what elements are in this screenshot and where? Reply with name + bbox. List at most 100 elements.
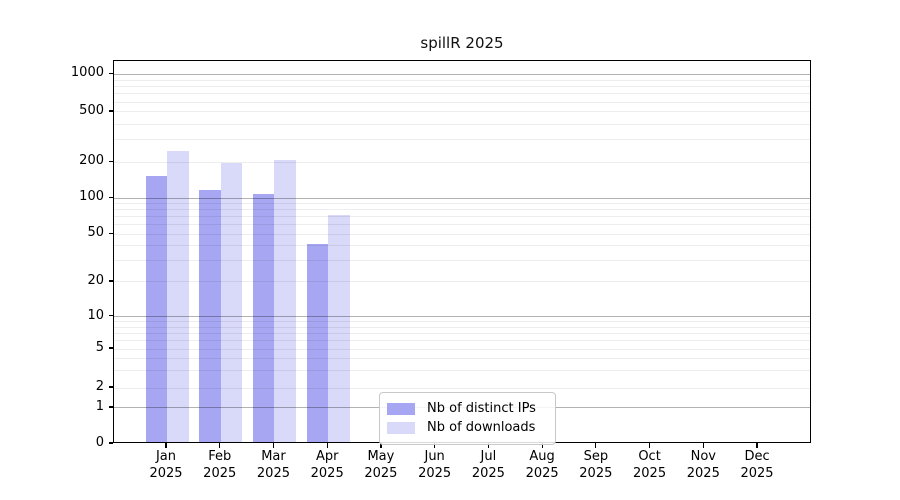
- gridline-minor: [114, 161, 810, 163]
- x-tick-month: Jan: [155, 449, 177, 464]
- gridline-minor: [114, 332, 810, 334]
- x-tick-year: 2025: [633, 465, 667, 481]
- y-tick-label: 5: [95, 340, 104, 356]
- gridline-minor: [114, 224, 810, 226]
- x-tick-year: 2025: [203, 465, 237, 481]
- gridline-minor: [114, 260, 810, 262]
- x-tick-label-dec: Dec 2025: [715, 449, 799, 482]
- x-tick-year: 2025: [310, 465, 344, 481]
- x-tick-label-jul: Jul 2025: [446, 449, 530, 482]
- x-tick-year: 2025: [256, 465, 290, 481]
- chart-title: spillR 2025: [420, 34, 504, 52]
- y-tick-mark: [109, 232, 113, 234]
- x-tick-label-nov: Nov 2025: [661, 449, 745, 482]
- x-tick-month: Apr: [315, 449, 339, 464]
- x-tick-label-jun: Jun 2025: [393, 449, 477, 482]
- x-tick-label-feb: Feb 2025: [178, 449, 262, 482]
- bar-mar-series-0: [252, 194, 275, 442]
- y-tick-mark: [109, 196, 113, 198]
- x-tick-label-sep: Sep 2025: [554, 449, 638, 482]
- bar-apr-series-0: [306, 243, 329, 442]
- gridline-minor: [114, 123, 810, 125]
- x-tick-year: 2025: [579, 465, 613, 481]
- y-tick-label: 20: [87, 272, 104, 288]
- y-tick-label: 50: [87, 225, 104, 241]
- y-tick-mark: [109, 160, 113, 162]
- x-tick-mark: [326, 443, 328, 448]
- x-tick-month: Dec: [744, 449, 770, 464]
- gridline-minor: [114, 321, 810, 323]
- x-tick-month: Feb: [208, 449, 232, 464]
- plot-area: [113, 60, 811, 443]
- gridline-minor: [114, 209, 810, 211]
- legend: Nb of distinct IPs Nb of downloads: [379, 392, 556, 445]
- y-tick-mark: [109, 386, 113, 388]
- bar-feb-series-0: [199, 190, 221, 442]
- legend-label: Nb of distinct IPs: [427, 401, 536, 416]
- gridline-major: [114, 316, 810, 318]
- gridline-minor: [114, 340, 810, 342]
- x-tick-label-aug: Aug 2025: [500, 449, 584, 482]
- bar-feb-series-1: [220, 163, 243, 442]
- gridline-minor: [114, 139, 810, 141]
- x-tick-mark: [434, 443, 436, 448]
- x-tick-year: 2025: [471, 465, 505, 481]
- y-tick-label: 1000: [70, 65, 104, 81]
- x-tick-mark: [487, 443, 489, 448]
- x-tick-mark: [702, 443, 704, 448]
- y-tick-mark: [109, 347, 113, 349]
- gridline-minor: [114, 326, 810, 328]
- x-tick-label-mar: Mar 2025: [231, 449, 315, 482]
- legend-label: Nb of downloads: [427, 420, 536, 435]
- gridline-minor: [114, 203, 810, 205]
- y-tick-label: 1: [95, 398, 104, 414]
- gridline-minor: [114, 358, 810, 360]
- y-tick-mark: [109, 72, 113, 74]
- x-tick-month: Mar: [261, 449, 286, 464]
- gridline-minor: [114, 93, 810, 95]
- x-tick-mark: [380, 443, 382, 448]
- y-tick-label: 500: [79, 102, 104, 118]
- x-tick-label-apr: Apr 2025: [285, 449, 369, 482]
- legend-swatch: [387, 402, 415, 415]
- x-tick-mark: [272, 443, 275, 448]
- gridline-minor: [114, 79, 810, 81]
- x-tick-year: 2025: [686, 465, 720, 481]
- gridline-minor: [114, 281, 810, 283]
- y-tick-mark: [109, 442, 113, 444]
- gridline-minor: [114, 348, 810, 350]
- y-tick-label: 10: [87, 307, 104, 323]
- gridline-major: [114, 73, 810, 75]
- gridline-minor: [114, 111, 810, 113]
- gridline-minor: [114, 216, 810, 218]
- x-tick-month: May: [367, 449, 395, 464]
- legend-swatch: [387, 421, 415, 434]
- y-tick-label: 200: [79, 153, 104, 169]
- bar-jan-series-0: [145, 176, 167, 442]
- legend-entry: Nb of downloads: [387, 418, 547, 437]
- bar-jan-series-1: [167, 151, 189, 442]
- x-tick-mark: [648, 443, 651, 448]
- y-tick-label: 0: [95, 435, 104, 450]
- bar-apr-series-1: [328, 214, 350, 442]
- y-tick-mark: [109, 406, 113, 408]
- x-tick-month: Jul: [480, 449, 497, 464]
- gridline-minor: [114, 101, 810, 103]
- x-tick-label-may: May 2025: [339, 449, 423, 482]
- x-tick-mark: [165, 443, 167, 448]
- gridline-minor: [114, 387, 810, 389]
- legend-entry: Nb of distinct IPs: [387, 399, 547, 418]
- x-tick-mark: [595, 443, 597, 448]
- gridline-minor: [114, 233, 810, 235]
- y-tick-mark: [109, 280, 113, 282]
- gridline-minor: [114, 370, 810, 372]
- y-tick-mark: [109, 110, 113, 112]
- y-tick-mark: [109, 315, 113, 317]
- gridline-minor: [114, 85, 810, 87]
- x-tick-month: Sep: [583, 449, 609, 464]
- x-tick-month: Oct: [638, 449, 661, 464]
- x-tick-month: Aug: [529, 449, 555, 464]
- gridline-major: [114, 197, 810, 199]
- y-tick-label: 100: [79, 189, 104, 205]
